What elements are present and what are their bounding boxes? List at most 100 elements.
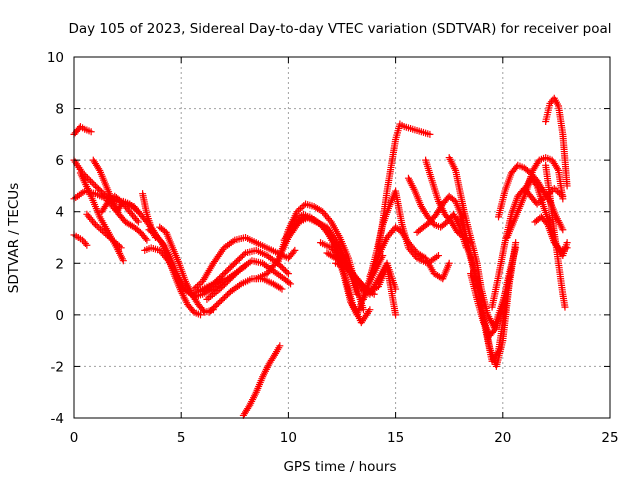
data-point (131, 205, 139, 213)
data-point (240, 250, 248, 258)
data-point (193, 282, 201, 290)
data-point (91, 182, 99, 190)
x-tick-label: 25 (601, 430, 618, 446)
data-point (230, 272, 238, 280)
x-tick-label: 10 (280, 430, 297, 446)
data-point (277, 262, 285, 270)
data-point (205, 308, 213, 316)
data-point (392, 311, 400, 319)
data-point (222, 279, 230, 287)
data-point (216, 285, 224, 293)
data-point (109, 236, 117, 244)
data-point (491, 325, 499, 333)
data-point (215, 274, 223, 282)
data-point (222, 268, 230, 276)
data-point (217, 284, 225, 292)
data-point (298, 203, 306, 211)
data-point (228, 273, 236, 281)
data-point (345, 267, 353, 275)
data-point (209, 280, 217, 288)
data-point (196, 311, 204, 319)
data-point (353, 290, 361, 298)
data-point (143, 236, 151, 244)
data-point (326, 216, 334, 224)
data-point (210, 304, 218, 312)
data-point (81, 240, 89, 248)
data-point (114, 241, 122, 249)
data-point (296, 205, 304, 213)
data-point (103, 231, 111, 239)
y-tick-label: 8 (55, 102, 64, 118)
data-point (231, 270, 239, 278)
x-tick-label: 15 (387, 430, 404, 446)
data-point (91, 221, 99, 229)
data-point (90, 219, 98, 227)
data-point (95, 224, 103, 232)
data-point (561, 303, 569, 311)
data-point (97, 225, 105, 233)
data-point (192, 284, 200, 292)
data-point (235, 255, 243, 263)
data-point (223, 278, 231, 286)
data-point (426, 130, 434, 138)
data-point (276, 342, 284, 350)
data-point (216, 298, 224, 306)
data-point (214, 275, 222, 283)
y-tick-label: 2 (55, 256, 64, 272)
data-point (225, 276, 233, 284)
data-point (110, 238, 118, 246)
data-point (213, 301, 221, 309)
data-point (95, 185, 103, 193)
data-point (126, 200, 134, 208)
data-point (278, 285, 286, 293)
data-point (212, 277, 220, 285)
data-point (228, 262, 236, 270)
data-point (87, 177, 95, 185)
data-point (512, 244, 520, 252)
data-point (342, 263, 350, 271)
x-axis-label: GPS time / hours (283, 459, 396, 475)
data-point (105, 233, 113, 241)
data-point (93, 222, 101, 230)
data-point (133, 216, 141, 224)
data-point (195, 280, 203, 288)
data-point (553, 165, 561, 173)
data-point (232, 258, 240, 266)
data-point (563, 244, 571, 252)
data-point (280, 265, 288, 273)
data-point (217, 296, 225, 304)
data-point (347, 268, 355, 276)
data-point (231, 259, 239, 267)
data-point (190, 285, 198, 293)
y-axis-label: SDTVAR / TECUs (6, 183, 22, 293)
data-point (434, 252, 442, 260)
plot-frame (73, 56, 611, 419)
data-point (356, 278, 364, 286)
data-point (95, 165, 103, 173)
data-point (237, 253, 245, 261)
data-point (223, 291, 231, 299)
data-point (127, 202, 135, 210)
data-point (119, 257, 127, 265)
y-tick-label: -2 (51, 359, 64, 375)
x-tick-label: 20 (494, 430, 511, 446)
data-point (207, 307, 215, 315)
data-point (285, 279, 293, 287)
data-point (220, 281, 228, 289)
data-point (222, 292, 230, 300)
data-point (219, 246, 227, 254)
data-point (278, 264, 286, 272)
data-point (211, 278, 219, 286)
data-point (295, 206, 303, 214)
data-points (70, 94, 571, 419)
data-point (219, 282, 227, 290)
axes: 0 5 10 15 20 25 -4 -2 0 2 4 6 8 10 (47, 50, 619, 446)
data-point (229, 261, 237, 269)
data-point (223, 267, 231, 275)
data-point (226, 264, 234, 272)
data-point (116, 196, 124, 204)
data-point (88, 179, 96, 187)
y-tick-label: 10 (47, 50, 64, 66)
data-point (276, 284, 284, 292)
data-point (543, 219, 551, 227)
